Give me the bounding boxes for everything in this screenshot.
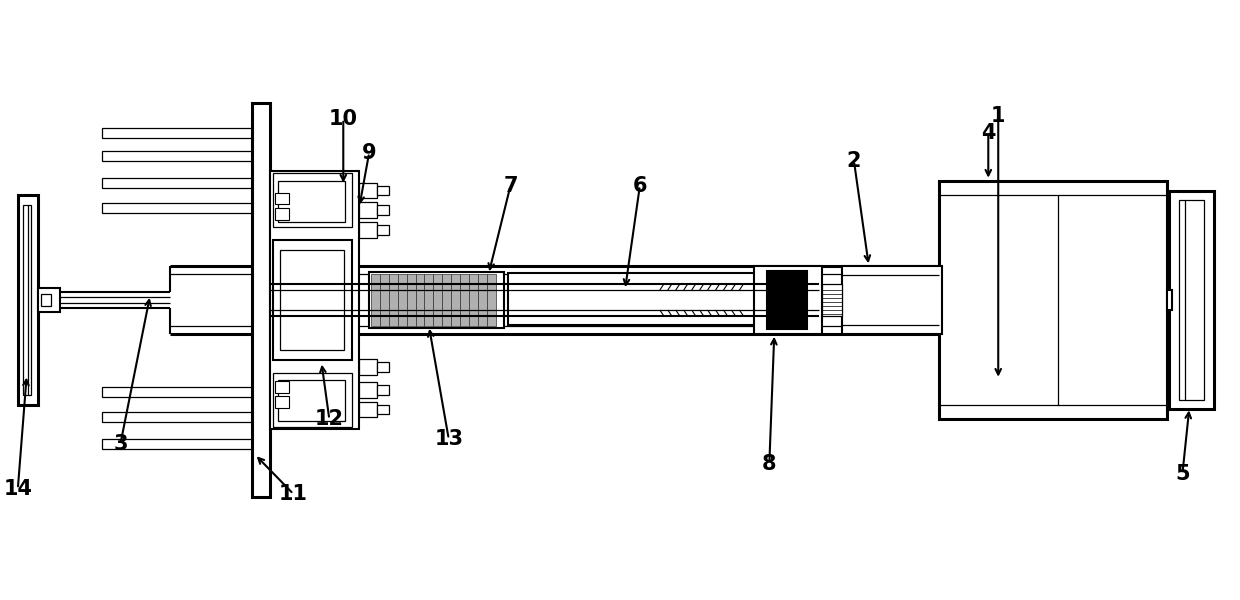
Bar	[377, 385, 389, 395]
Bar	[273, 373, 352, 427]
Bar	[37, 288, 60, 312]
Bar	[360, 182, 377, 199]
Bar	[370, 272, 503, 328]
Bar	[279, 250, 345, 350]
Bar	[17, 196, 37, 404]
Bar	[1167, 290, 1173, 310]
Bar	[377, 404, 389, 415]
Bar	[103, 128, 257, 138]
Bar	[371, 274, 379, 326]
Bar	[269, 170, 360, 430]
Bar	[424, 274, 433, 326]
Bar	[274, 193, 289, 205]
Bar	[274, 208, 289, 220]
Bar	[252, 103, 269, 497]
Bar	[939, 181, 1167, 419]
Bar	[415, 274, 424, 326]
Bar	[379, 274, 389, 326]
Bar	[377, 226, 389, 235]
Bar	[469, 274, 477, 326]
Bar	[842, 266, 941, 334]
Bar	[360, 401, 377, 418]
Text: 7: 7	[503, 176, 518, 196]
Bar	[103, 412, 257, 422]
Bar	[1169, 191, 1214, 409]
Bar	[433, 274, 443, 326]
Bar	[377, 185, 389, 196]
Text: 5: 5	[1176, 464, 1189, 484]
Bar	[451, 274, 460, 326]
Bar	[486, 274, 496, 326]
Bar	[278, 380, 345, 421]
Bar	[507, 273, 774, 325]
Bar	[273, 173, 352, 227]
Bar	[377, 205, 389, 215]
Bar	[103, 151, 257, 161]
Bar	[360, 359, 377, 374]
Bar	[360, 202, 377, 218]
Bar	[389, 274, 398, 326]
Text: 2: 2	[847, 151, 861, 170]
Bar	[360, 223, 377, 238]
Text: 13: 13	[434, 430, 464, 449]
Bar	[274, 380, 289, 392]
Bar	[22, 205, 31, 395]
Bar	[103, 386, 257, 397]
Bar	[360, 382, 377, 398]
Bar	[407, 274, 415, 326]
Bar	[377, 362, 389, 371]
Bar	[41, 294, 51, 306]
Text: 12: 12	[315, 409, 343, 430]
Text: 3: 3	[113, 434, 128, 454]
Bar	[754, 266, 822, 334]
Text: 9: 9	[362, 143, 377, 163]
Bar	[1179, 200, 1204, 400]
Text: 4: 4	[981, 123, 996, 143]
Bar	[477, 274, 486, 326]
Bar	[443, 274, 451, 326]
Bar	[278, 181, 345, 223]
Bar	[822, 284, 842, 316]
Text: 11: 11	[279, 484, 308, 504]
Text: 6: 6	[632, 176, 647, 196]
Text: 10: 10	[329, 109, 358, 129]
Text: 1: 1	[991, 106, 1006, 126]
Bar	[398, 274, 407, 326]
Text: 8: 8	[763, 454, 776, 474]
Bar	[103, 178, 257, 188]
Bar	[273, 240, 352, 360]
Bar	[460, 274, 469, 326]
Bar	[274, 395, 289, 407]
Bar	[103, 439, 257, 449]
Bar	[768, 271, 807, 329]
Text: 14: 14	[4, 479, 32, 499]
Bar	[103, 203, 257, 214]
